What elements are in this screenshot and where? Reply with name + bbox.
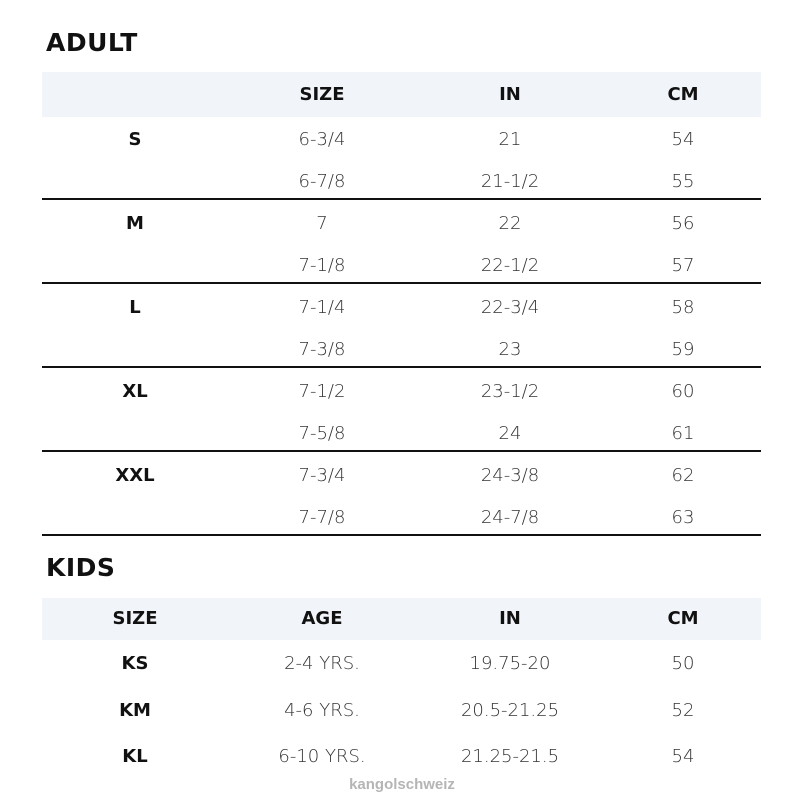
group-divider [42, 534, 761, 536]
table-cell: 23-1/2 [480, 381, 540, 402]
table-cell: 7-3/8 [298, 339, 346, 360]
table-cell: 52 [671, 699, 695, 721]
size-label: S [128, 129, 142, 150]
table-cell: 24-7/8 [480, 507, 540, 528]
kids-header-cell: IN [499, 608, 521, 629]
table-cell: 59 [671, 339, 695, 360]
table-cell: 57 [671, 255, 695, 276]
kids-header-cell: CM [667, 608, 699, 629]
group-divider [42, 366, 761, 368]
table-cell: 63 [671, 507, 695, 528]
watermark: kangolschweiz [349, 776, 455, 793]
size-label: XL [122, 381, 148, 402]
kids-header-cell: AGE [301, 608, 343, 629]
table-cell: 19.75-20 [469, 653, 551, 674]
adult-header-cell: IN [499, 84, 521, 105]
table-cell: 22-1/2 [480, 255, 540, 276]
table-cell: 24 [498, 423, 522, 444]
kids-header-cell: SIZE [112, 608, 158, 629]
table-cell: 7-1/2 [298, 381, 346, 402]
size-label: XXL [115, 465, 155, 486]
table-cell: 55 [671, 171, 695, 192]
table-cell: 21-1/2 [480, 171, 540, 192]
group-divider [42, 198, 761, 200]
table-cell: 23 [498, 339, 522, 360]
table-cell: 7 [316, 213, 328, 234]
table-cell: 21 [498, 129, 522, 150]
table-cell: 61 [671, 423, 695, 444]
table-cell: 7-1/8 [298, 255, 346, 276]
adult-title: ADULT [46, 28, 138, 57]
table-cell: 7-5/8 [298, 423, 346, 444]
table-cell: 21.25-21.5 [460, 746, 560, 767]
table-cell: 20.5-21.25 [460, 699, 560, 721]
size-label: KM [119, 699, 151, 721]
table-cell: 22-3/4 [480, 297, 540, 318]
table-cell: 58 [671, 297, 695, 318]
table-cell: 56 [671, 213, 695, 234]
size-label: M [126, 213, 144, 234]
kids-title: KIDS [46, 553, 116, 582]
adult-header-cell: SIZE [299, 84, 345, 105]
table-cell: 7-1/4 [298, 297, 346, 318]
table-cell: 2-4 YRS. [284, 653, 360, 674]
table-cell: 22 [498, 213, 522, 234]
table-cell: 60 [671, 381, 695, 402]
size-label: KL [122, 746, 148, 767]
group-divider [42, 450, 761, 452]
adult-header-cell: CM [667, 84, 699, 105]
size-label: L [129, 297, 141, 318]
table-cell: 6-10 YRS. [278, 746, 366, 767]
table-cell: 7-7/8 [298, 507, 346, 528]
table-cell: 6-7/8 [298, 171, 346, 192]
table-cell: 54 [671, 129, 695, 150]
table-cell: 62 [671, 465, 695, 486]
table-cell: 50 [671, 653, 695, 674]
size-label: KS [121, 653, 149, 674]
table-cell: 7-3/4 [298, 465, 346, 486]
table-cell: 4-6 YRS. [284, 699, 360, 721]
kids-header-band [42, 598, 761, 640]
table-cell: 6-3/4 [298, 129, 346, 150]
group-divider [42, 282, 761, 284]
adult-header-band [42, 72, 761, 117]
table-cell: 24-3/8 [480, 465, 540, 486]
table-cell: 54 [671, 746, 695, 767]
